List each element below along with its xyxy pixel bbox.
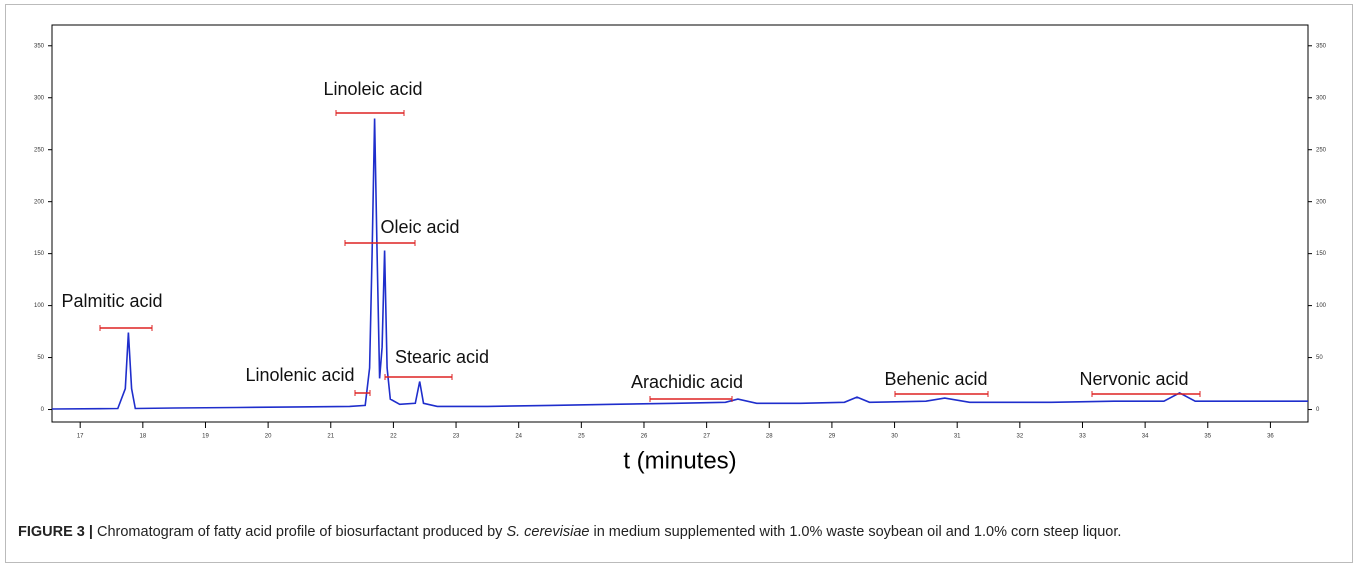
- peak-label: Arachidic acid: [631, 372, 743, 392]
- x-tick-label: 32: [1016, 434, 1023, 440]
- y2-tick-label: 50: [1316, 355, 1323, 361]
- x-tick-label: 20: [265, 434, 272, 440]
- y-tick-label: 0: [41, 407, 45, 413]
- y-tick-label: 150: [34, 251, 45, 257]
- x-axis-label: t (minutes): [623, 447, 736, 474]
- y-tick-label: 50: [37, 355, 44, 361]
- peak-label: Linolenic acid: [245, 365, 354, 385]
- y-tick-label: 300: [34, 95, 45, 101]
- x-tick-label: 28: [766, 434, 773, 440]
- caption-species: S. cerevisiae: [506, 524, 590, 540]
- caption: FIGURE 3 | Chromatogram of fatty acid pr…: [18, 522, 1338, 543]
- x-tick-label: 34: [1142, 434, 1149, 440]
- chart: t (minutes) 0 0 50 50 100 100 150 150 200 200 250 2…: [34, 24, 1327, 474]
- x-tick-label: 27: [703, 434, 710, 440]
- x-tick-label: 36: [1267, 434, 1274, 440]
- x-tick-label: 30: [891, 434, 898, 440]
- x-tick-label: 26: [641, 434, 648, 440]
- x-tick-label: 31: [954, 434, 961, 440]
- y-tick-label: 200: [34, 199, 45, 205]
- caption-label: FIGURE 3 |: [18, 524, 93, 540]
- y2-tick-label: 300: [1316, 95, 1327, 101]
- x-tick-label: 25: [578, 434, 585, 440]
- y2-tick-label: 250: [1316, 147, 1327, 153]
- x-tick-label: 17: [77, 434, 84, 440]
- x-tick-label: 23: [453, 434, 460, 440]
- peak-label: Oleic acid: [380, 217, 459, 237]
- x-tick-label: 24: [515, 434, 522, 440]
- y2-tick-label: 350: [1316, 43, 1327, 49]
- x-tick-label: 22: [390, 434, 397, 440]
- x-tick-label: 19: [202, 434, 209, 440]
- peak-label: Linoleic acid: [323, 79, 422, 99]
- peak-label: Stearic acid: [395, 347, 489, 367]
- y2-tick-label: 150: [1316, 251, 1327, 257]
- caption-text: in medium supplemented with 1.0% waste s…: [593, 524, 1122, 540]
- y-tick-label: 250: [34, 147, 45, 153]
- chromatogram-line: [51, 118, 1308, 410]
- x-tick-label: 29: [829, 434, 836, 440]
- y-tick-label: 100: [34, 303, 45, 309]
- peak-label: Palmitic acid: [61, 291, 162, 311]
- y2-tick-label: 0: [1316, 407, 1320, 413]
- x-tick-label: 35: [1204, 434, 1211, 440]
- y-tick-label: 350: [34, 43, 45, 49]
- figure-frame: [5, 4, 1353, 563]
- x-tick-label: 33: [1079, 434, 1086, 440]
- peak-label: Nervonic acid: [1079, 369, 1188, 389]
- y2-tick-label: 200: [1316, 199, 1327, 205]
- x-tick-label: 18: [139, 434, 146, 440]
- caption-text: Chromatogram of fatty acid profile of bi…: [97, 524, 503, 540]
- y2-tick-label: 100: [1316, 303, 1327, 309]
- peak-label: Behenic acid: [884, 369, 987, 389]
- plot-frame: [51, 24, 1309, 423]
- x-tick-label: 21: [327, 434, 334, 440]
